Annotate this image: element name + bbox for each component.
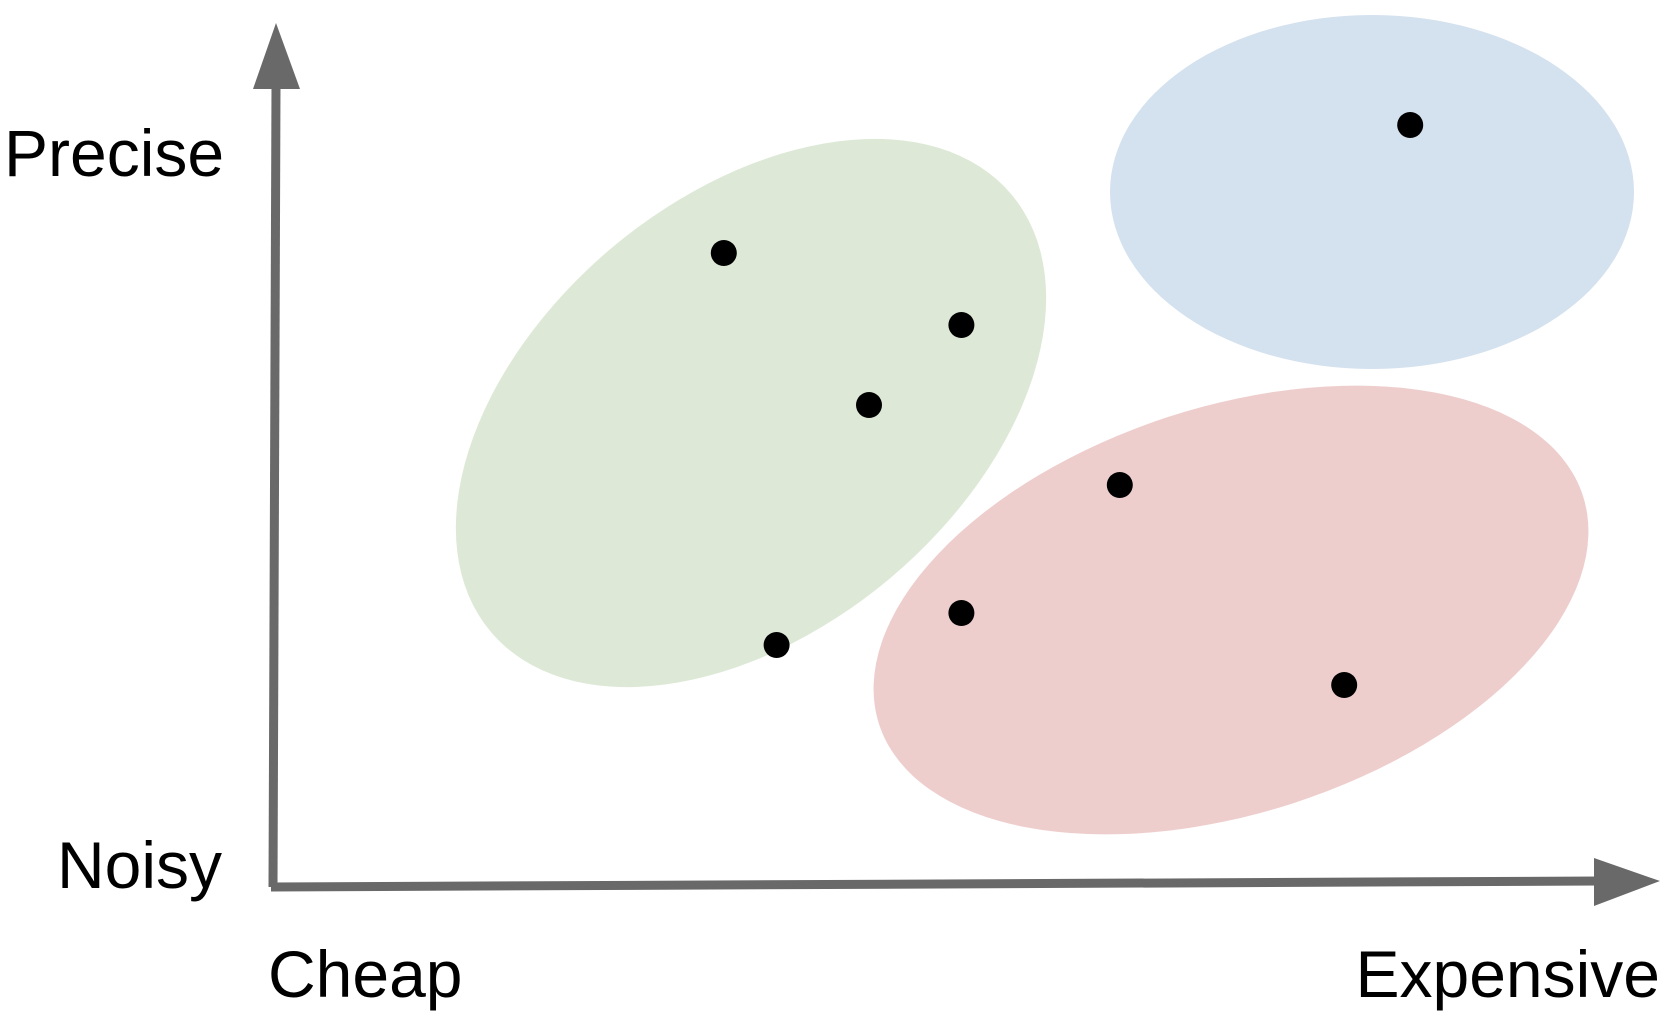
data-point-red-3 [1331, 672, 1358, 698]
data-point-red-1 [1106, 472, 1133, 498]
x-axis-line [270, 876, 1601, 892]
y-axis-arrowhead [253, 23, 300, 89]
y-axis-low-label: Noisy [57, 828, 222, 902]
cluster-region-green [455, 138, 1047, 688]
y-axis-high-label: Precise [4, 116, 224, 190]
x-axis-arrowhead [1594, 858, 1660, 906]
data-point-green-1 [763, 632, 790, 658]
cluster-regions [455, 15, 1634, 835]
cluster-region-blue [1110, 15, 1634, 369]
x-axis-high-label: Expensive [1355, 937, 1660, 1011]
data-point-green-2 [710, 240, 737, 266]
data-point-blue-1 [1397, 112, 1424, 138]
axes [253, 23, 1660, 906]
data-point-red-2 [948, 600, 975, 626]
y-axis-line [268, 84, 281, 888]
data-point-green-4 [948, 312, 975, 338]
x-axis-low-label: Cheap [268, 937, 463, 1011]
data-points [710, 112, 1424, 698]
data-point-green-3 [856, 392, 882, 418]
cluster-region-red [873, 385, 1589, 835]
